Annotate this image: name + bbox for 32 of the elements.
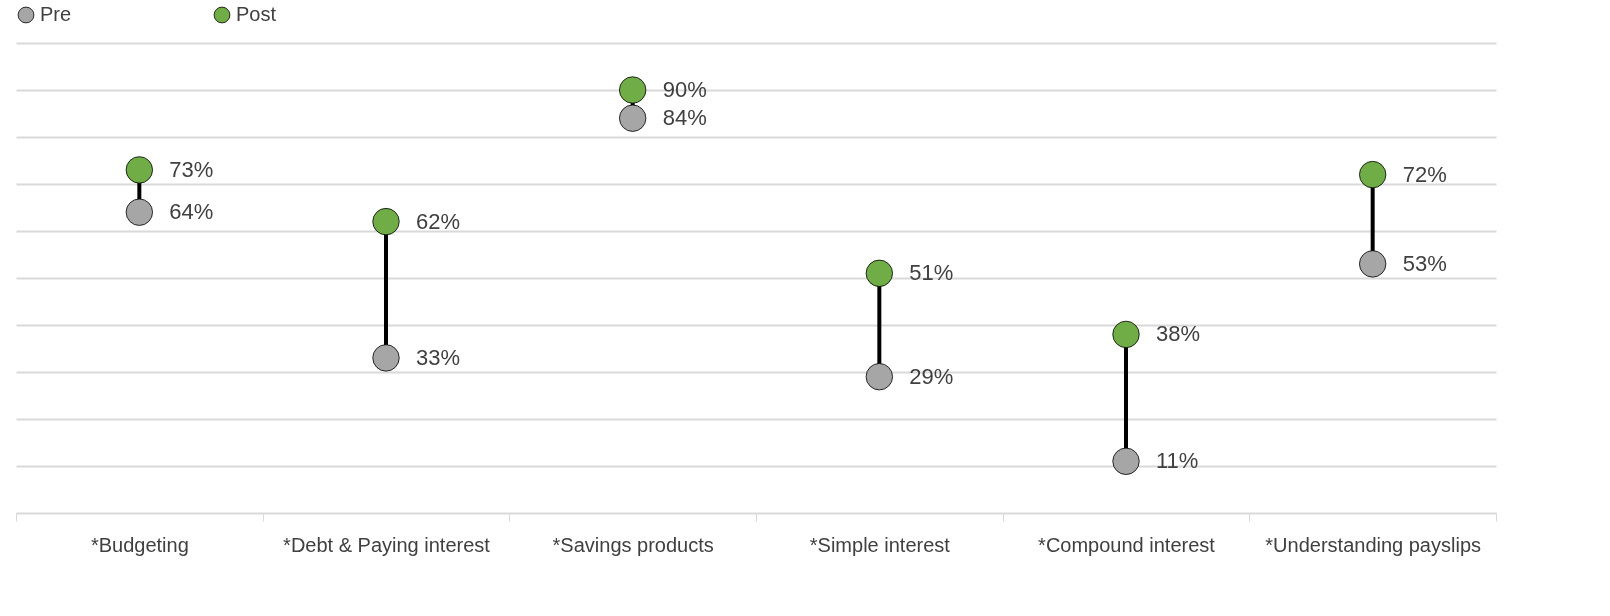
point bbox=[619, 104, 647, 132]
data-label: 90% bbox=[662, 77, 707, 102]
data-label: 11% bbox=[1156, 448, 1199, 474]
data-label: 73% bbox=[169, 156, 214, 182]
data-label: 62% bbox=[416, 208, 461, 234]
data-label: 33% bbox=[416, 344, 461, 370]
x-tick-label: *Understanding payslips bbox=[1265, 533, 1482, 556]
x-tick-label: *Budgeting bbox=[90, 533, 189, 556]
point bbox=[1359, 161, 1387, 189]
point bbox=[372, 344, 400, 372]
point bbox=[1359, 250, 1387, 278]
legend-label: Pre bbox=[40, 3, 72, 25]
point bbox=[125, 156, 153, 184]
point bbox=[619, 76, 647, 104]
data-label: 29% bbox=[909, 363, 954, 389]
point bbox=[1112, 320, 1140, 348]
point bbox=[865, 259, 893, 287]
point bbox=[372, 208, 400, 236]
data-label: 64% bbox=[169, 199, 214, 225]
point bbox=[125, 198, 153, 226]
data-label: 53% bbox=[1402, 250, 1447, 276]
point bbox=[1112, 447, 1140, 475]
x-tick-label: *Compound interest bbox=[1038, 533, 1216, 556]
data-label: 51% bbox=[909, 260, 954, 286]
point bbox=[865, 363, 893, 391]
legend-label: Post bbox=[236, 3, 277, 25]
data-label: 72% bbox=[1402, 161, 1447, 187]
data-label: 38% bbox=[1156, 321, 1201, 347]
data-label: 84% bbox=[662, 105, 707, 131]
x-tick-label: *Savings products bbox=[552, 533, 714, 556]
x-tick-label: *Simple interest bbox=[809, 533, 951, 556]
x-tick-label: *Debt & Paying interest bbox=[283, 533, 491, 556]
